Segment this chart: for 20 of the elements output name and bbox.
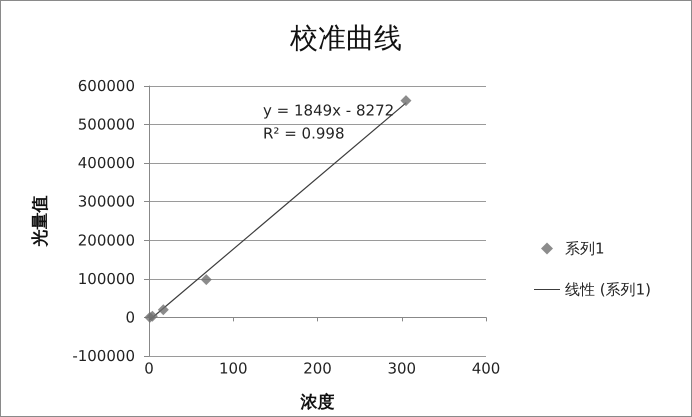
legend-label: 线性 (系列1)	[565, 280, 652, 298]
annotation: R² = 0.998	[263, 124, 344, 142]
x-tick-label: 200	[303, 360, 332, 378]
legend-label: 系列1	[565, 240, 605, 258]
y-tick-label: 200000	[78, 231, 135, 250]
y-tick-label: -100000	[72, 347, 135, 365]
y-tick-label: 400000	[78, 154, 135, 172]
x-tick-label: 0	[144, 360, 154, 378]
x-tick-label: 300	[387, 360, 416, 378]
y-tick-label: 0	[125, 308, 135, 326]
x-tick-label: 100	[218, 360, 248, 378]
annotation: y = 1849x - 8272	[263, 102, 394, 120]
y-tick-label: 300000	[78, 192, 135, 211]
y-tick-label: 100000	[78, 270, 135, 288]
y-tick-label: 500000	[78, 116, 135, 134]
x-tick-label: 400	[472, 360, 500, 378]
x-axis-title: 浓度	[300, 392, 334, 412]
y-axis-title: 光量值	[30, 196, 50, 248]
chart-title: 校准曲线	[289, 22, 402, 54]
y-tick-label: 600000	[78, 77, 135, 95]
